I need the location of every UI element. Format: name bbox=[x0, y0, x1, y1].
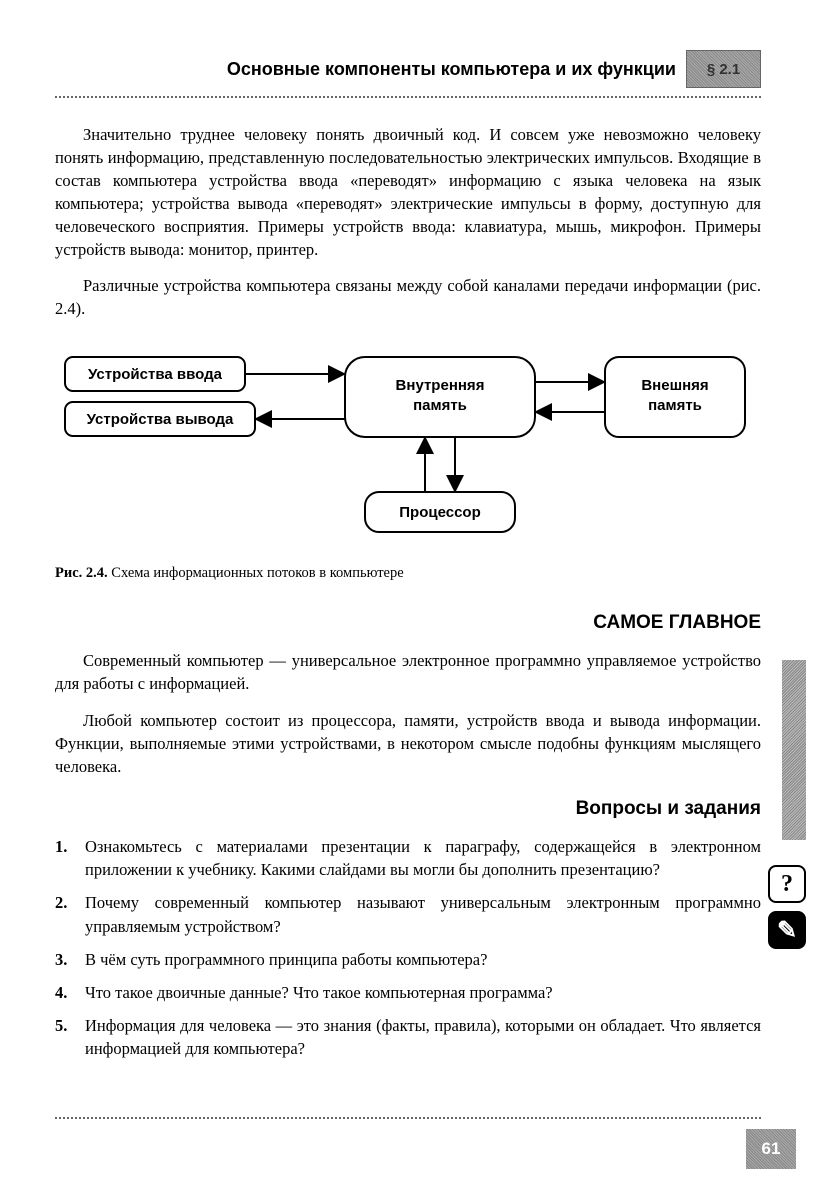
side-icons: ? ✎ bbox=[768, 865, 806, 949]
question-mark-icon: ? bbox=[768, 865, 806, 903]
header-title: Основные компоненты компьютера и их функ… bbox=[227, 59, 676, 80]
node-external-mem-2: память bbox=[648, 397, 702, 414]
footer-divider bbox=[55, 1117, 761, 1119]
question-item: Что такое двоичные данные? Что такое ком… bbox=[55, 981, 761, 1004]
question-item: Информация для человека — это знания (фа… bbox=[55, 1014, 761, 1060]
questions-heading: Вопросы и задания bbox=[55, 798, 761, 820]
paragraph-2: Различные устройства компьютера связаны … bbox=[55, 274, 761, 320]
node-input: Устройства ввода bbox=[88, 366, 223, 383]
summary-p1: Современный компьютер — универсальное эл… bbox=[55, 649, 761, 695]
page-number: 61 bbox=[746, 1129, 796, 1169]
paragraph-1-text: Значительно труднее человеку понять двои… bbox=[55, 125, 761, 259]
node-output: Устройства вывода bbox=[87, 411, 234, 428]
node-internal-mem-1: Внутренняя bbox=[396, 377, 485, 394]
caption-text: Схема информационных потоков в компьютер… bbox=[108, 565, 404, 581]
summary-p1-text: Современный компьютер — универсальное эл… bbox=[55, 651, 761, 693]
question-list: Ознакомьтесь с материалами презентации к… bbox=[55, 835, 761, 1060]
paragraph-1: Значительно труднее человеку понять двои… bbox=[55, 123, 761, 262]
attachment-icon: ✎ bbox=[768, 911, 806, 949]
section-badge: § 2.1 bbox=[686, 50, 761, 88]
caption-label: Рис. 2.4. bbox=[55, 565, 108, 581]
question-item: Ознакомьтесь с материалами презентации к… bbox=[55, 835, 761, 881]
paragraph-2-text: Различные устройства компьютера связаны … bbox=[55, 276, 761, 318]
page-header: Основные компоненты компьютера и их функ… bbox=[55, 50, 761, 88]
header-divider bbox=[55, 96, 761, 98]
summary-p2-text: Любой компьютер состоит из процессора, п… bbox=[55, 711, 761, 776]
summary-p2: Любой компьютер состоит из процессора, п… bbox=[55, 709, 761, 778]
flowchart-diagram: Устройства ввода Устройства вывода Внутр… bbox=[55, 352, 755, 542]
node-external-mem-1: Внешняя bbox=[641, 377, 708, 394]
question-item: Почему современный компьютер называют ун… bbox=[55, 891, 761, 937]
side-texture bbox=[782, 660, 806, 840]
question-item: В чём суть программного принципа работы … bbox=[55, 948, 761, 971]
figure-caption: Рис. 2.4. Схема информационных потоков в… bbox=[55, 565, 761, 582]
node-cpu: Процессор bbox=[399, 504, 480, 521]
summary-heading: САМОЕ ГЛАВНОЕ bbox=[55, 612, 761, 634]
node-internal-mem-2: память bbox=[413, 397, 467, 414]
